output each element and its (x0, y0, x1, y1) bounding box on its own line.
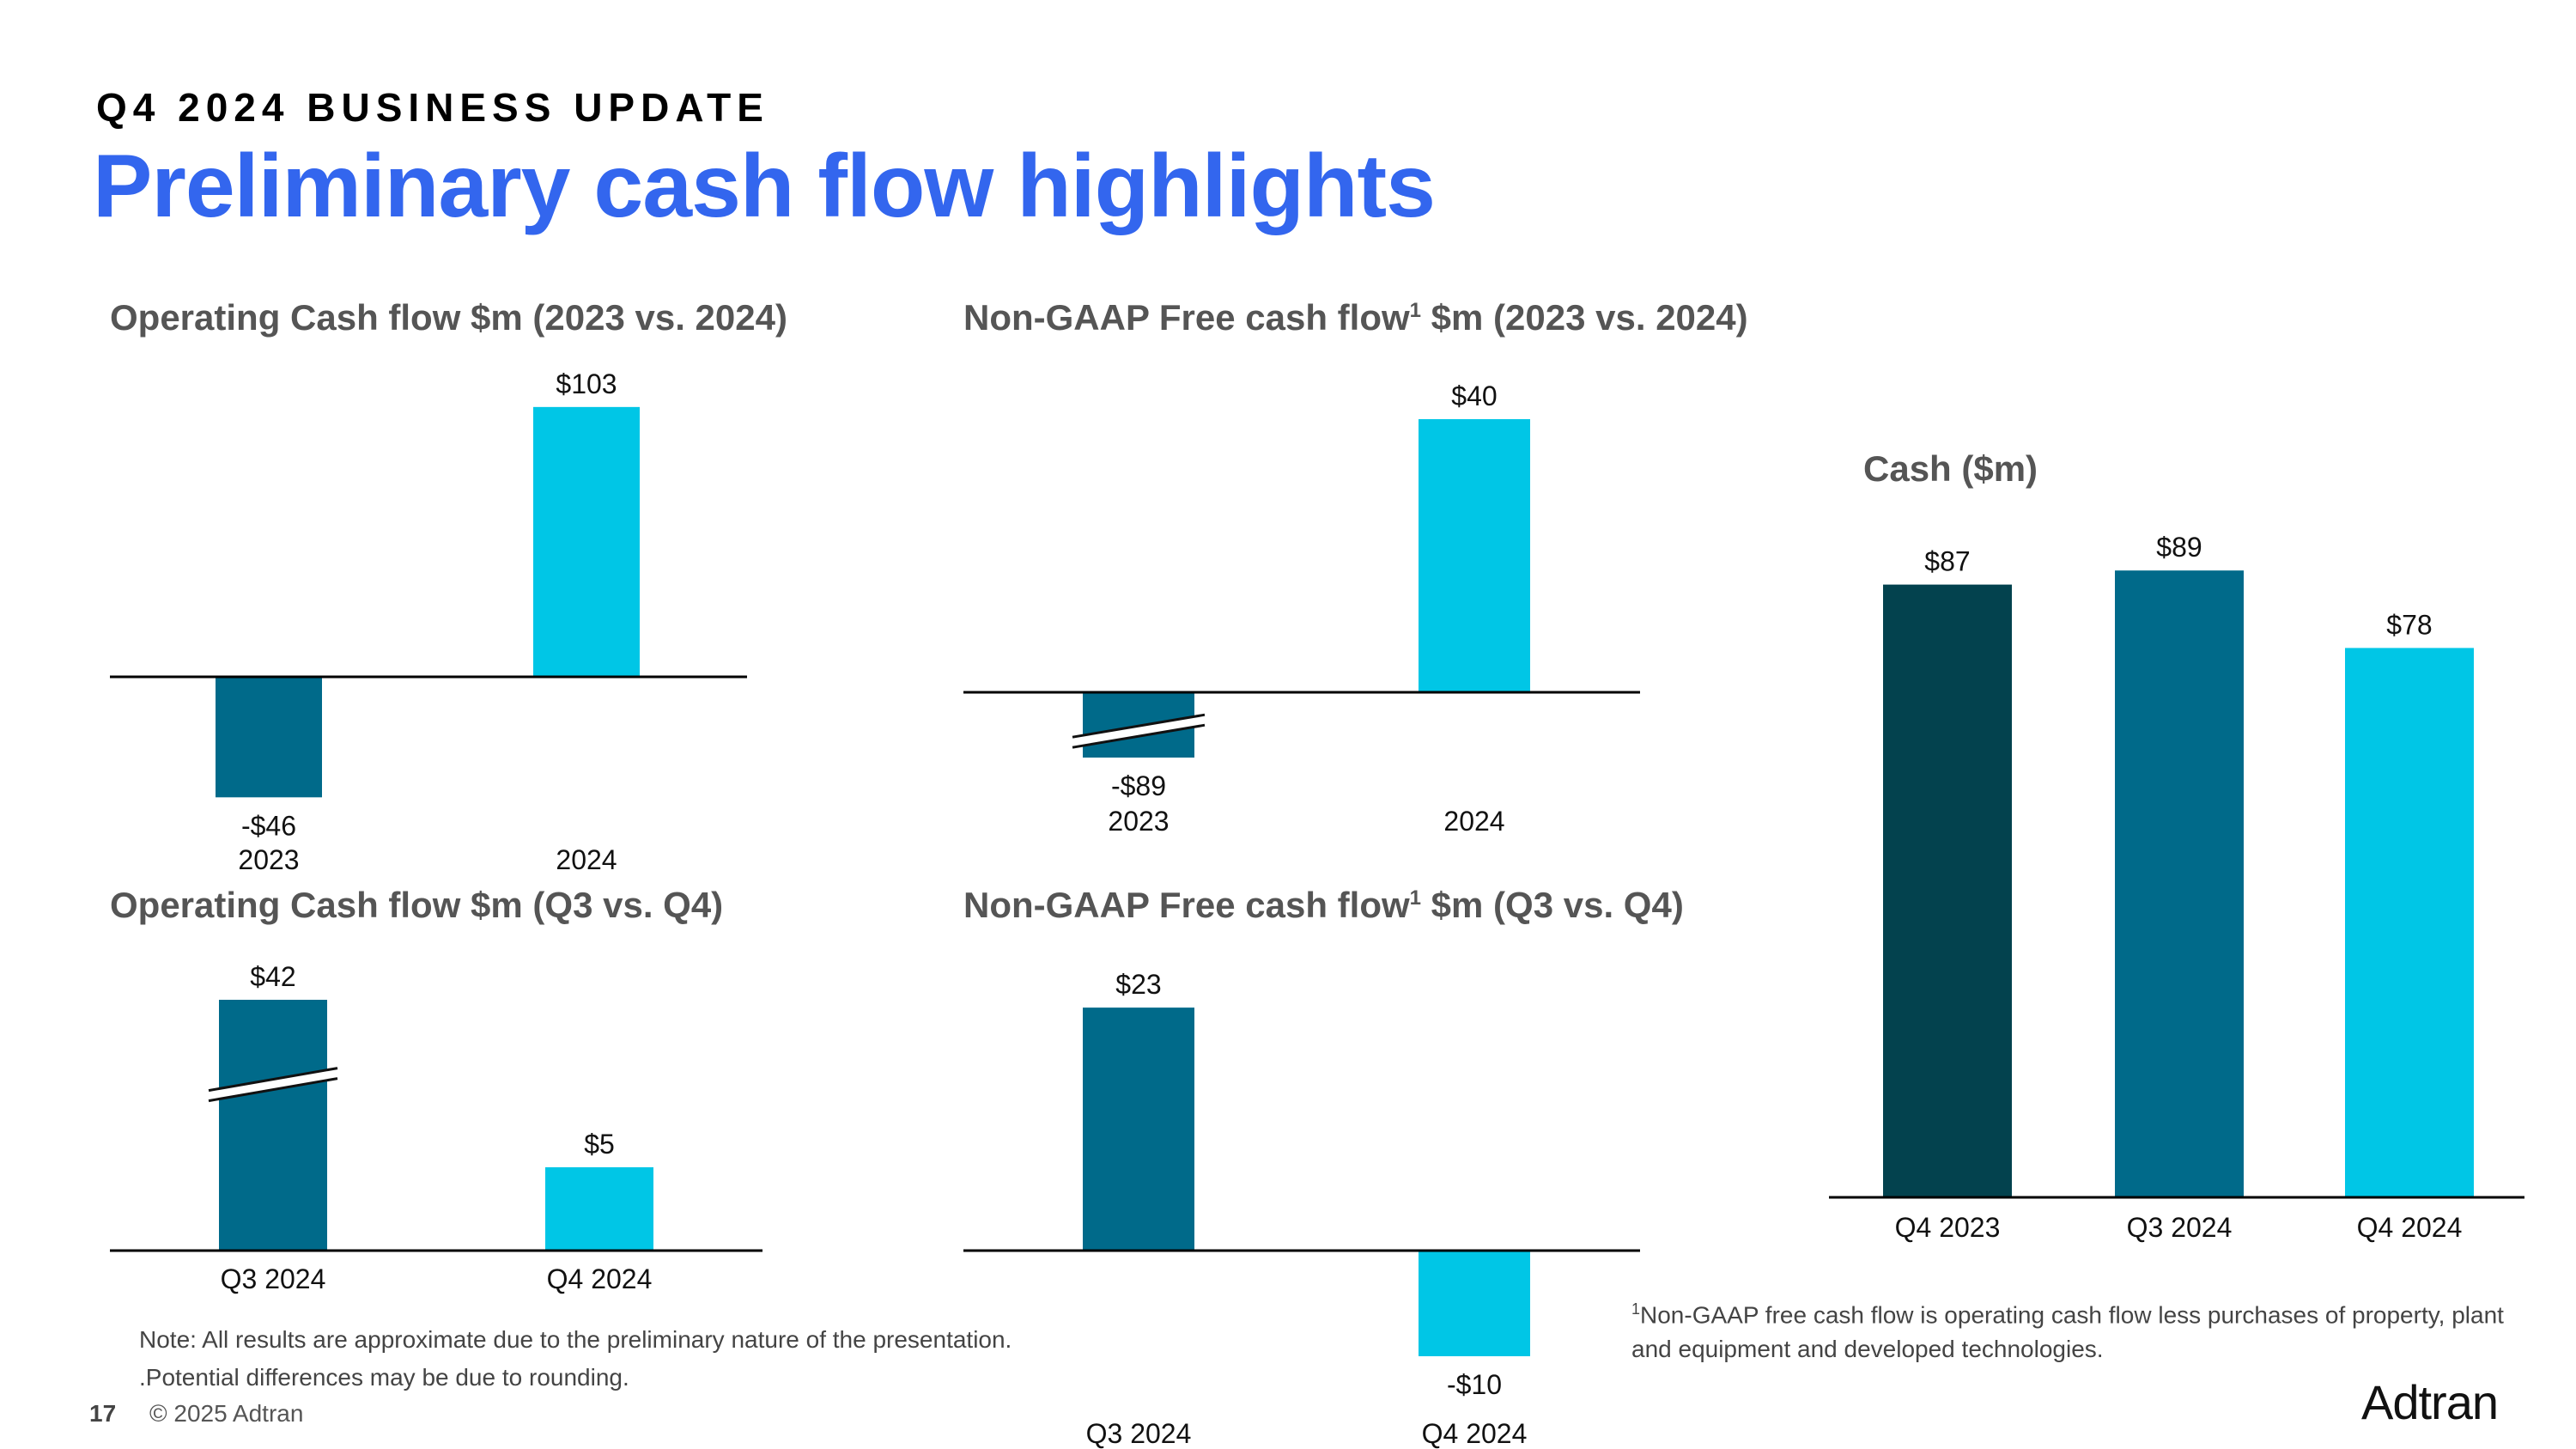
axis-break-line (1072, 713, 1206, 739)
axis-break-line (1072, 723, 1206, 749)
category-label: Q4 2024 (1422, 1418, 1528, 1449)
data-label: -$46 (241, 810, 296, 841)
data-label: $87 (1924, 546, 1970, 577)
axis-break-gap (1072, 715, 1205, 748)
chart-title-text: Non-GAAP Free cash flow (963, 885, 1410, 925)
category-label: 2023 (238, 844, 299, 875)
category-label: Q4 2023 (1895, 1212, 2001, 1243)
chart-title-text: Operating Cash flow $m (2023 vs. 2024) (110, 297, 787, 338)
bar-ocf-quarter-q3-2024 (219, 1000, 327, 1251)
chart-title-cash: Cash ($m) (1863, 448, 2038, 490)
page-number: 17 (89, 1400, 117, 1427)
chart-title-fcf-annual: Non-GAAP Free cash flow1 $m (2023 vs. 20… (963, 297, 1748, 338)
copyright: © 2025 Adtran (149, 1400, 304, 1427)
data-label: $89 (2156, 532, 2202, 563)
footnote-marker: 1 (1409, 886, 1422, 910)
footnote-marker: 1 (1631, 1300, 1641, 1318)
note-line-1: Note: All results are approximate due to… (139, 1326, 1012, 1353)
axis-break-line (208, 1077, 338, 1103)
adtran-logo: Adtran (2361, 1375, 2499, 1429)
footnote: 1Non-GAAP free cash flow is operating ca… (1631, 1292, 2507, 1367)
bar-fcf-annual-2024 (1419, 419, 1530, 692)
data-label: $103 (556, 368, 617, 399)
category-label: Q3 2024 (1086, 1418, 1192, 1449)
data-label: $42 (250, 961, 295, 992)
chart-title-ocf-quarter: Operating Cash flow $m (Q3 vs. Q4) (110, 885, 723, 926)
chart-title-text: Non-GAAP Free cash flow (963, 297, 1410, 338)
category-label: Q3 2024 (2127, 1212, 2233, 1243)
bar-cash-q4-2023 (1883, 584, 2012, 1197)
axis-break-line (208, 1067, 338, 1093)
note-line-2: .Potential differences may be due to rou… (139, 1364, 629, 1391)
bar-ocf-quarter-q4-2024 (545, 1167, 653, 1251)
bar-ocf-annual-2023 (216, 677, 322, 798)
bar-fcf-quarter-q3-2024 (1083, 1008, 1194, 1251)
bar-cash-q4-2024 (2345, 648, 2474, 1197)
category-label: 2024 (1443, 806, 1504, 837)
eyebrow: Q4 2024 BUSINESS UPDATE (96, 85, 769, 130)
page-title: Preliminary cash flow highlights (93, 137, 1436, 236)
data-label: -$10 (1447, 1369, 1502, 1400)
chart-title-text: Operating Cash flow $m (Q3 vs. Q4) (110, 885, 724, 925)
chart-title-ocf-annual: Operating Cash flow $m (2023 vs. 2024) (110, 297, 787, 338)
footnote-marker: 1 (1409, 299, 1422, 322)
footnote-text: Non-GAAP free cash flow is operating cas… (1631, 1301, 2504, 1363)
chart-title-text: Cash ($m) (1863, 448, 2038, 489)
category-label: 2023 (1108, 806, 1169, 837)
category-label: Q4 2024 (547, 1263, 653, 1294)
data-label: $78 (2386, 609, 2432, 640)
chart-title-suffix: $m (2023 vs. 2024) (1421, 297, 1748, 338)
axis-break-gap (209, 1068, 337, 1101)
data-label: $40 (1451, 381, 1497, 411)
data-label: $5 (584, 1129, 615, 1160)
category-label: Q3 2024 (221, 1263, 326, 1294)
data-label: -$89 (1111, 770, 1166, 801)
chart-title-fcf-quarter: Non-GAAP Free cash flow1 $m (Q3 vs. Q4) (963, 885, 1684, 926)
bar-cash-q3-2024 (2115, 570, 2244, 1197)
bar-ocf-annual-2024 (533, 406, 640, 677)
category-label: Q4 2024 (2357, 1212, 2463, 1243)
data-label: $23 (1115, 969, 1161, 1000)
bar-fcf-quarter-q4-2024 (1419, 1251, 1530, 1356)
chart-title-suffix: $m (Q3 vs. Q4) (1421, 885, 1684, 925)
category-label: 2024 (556, 844, 617, 875)
